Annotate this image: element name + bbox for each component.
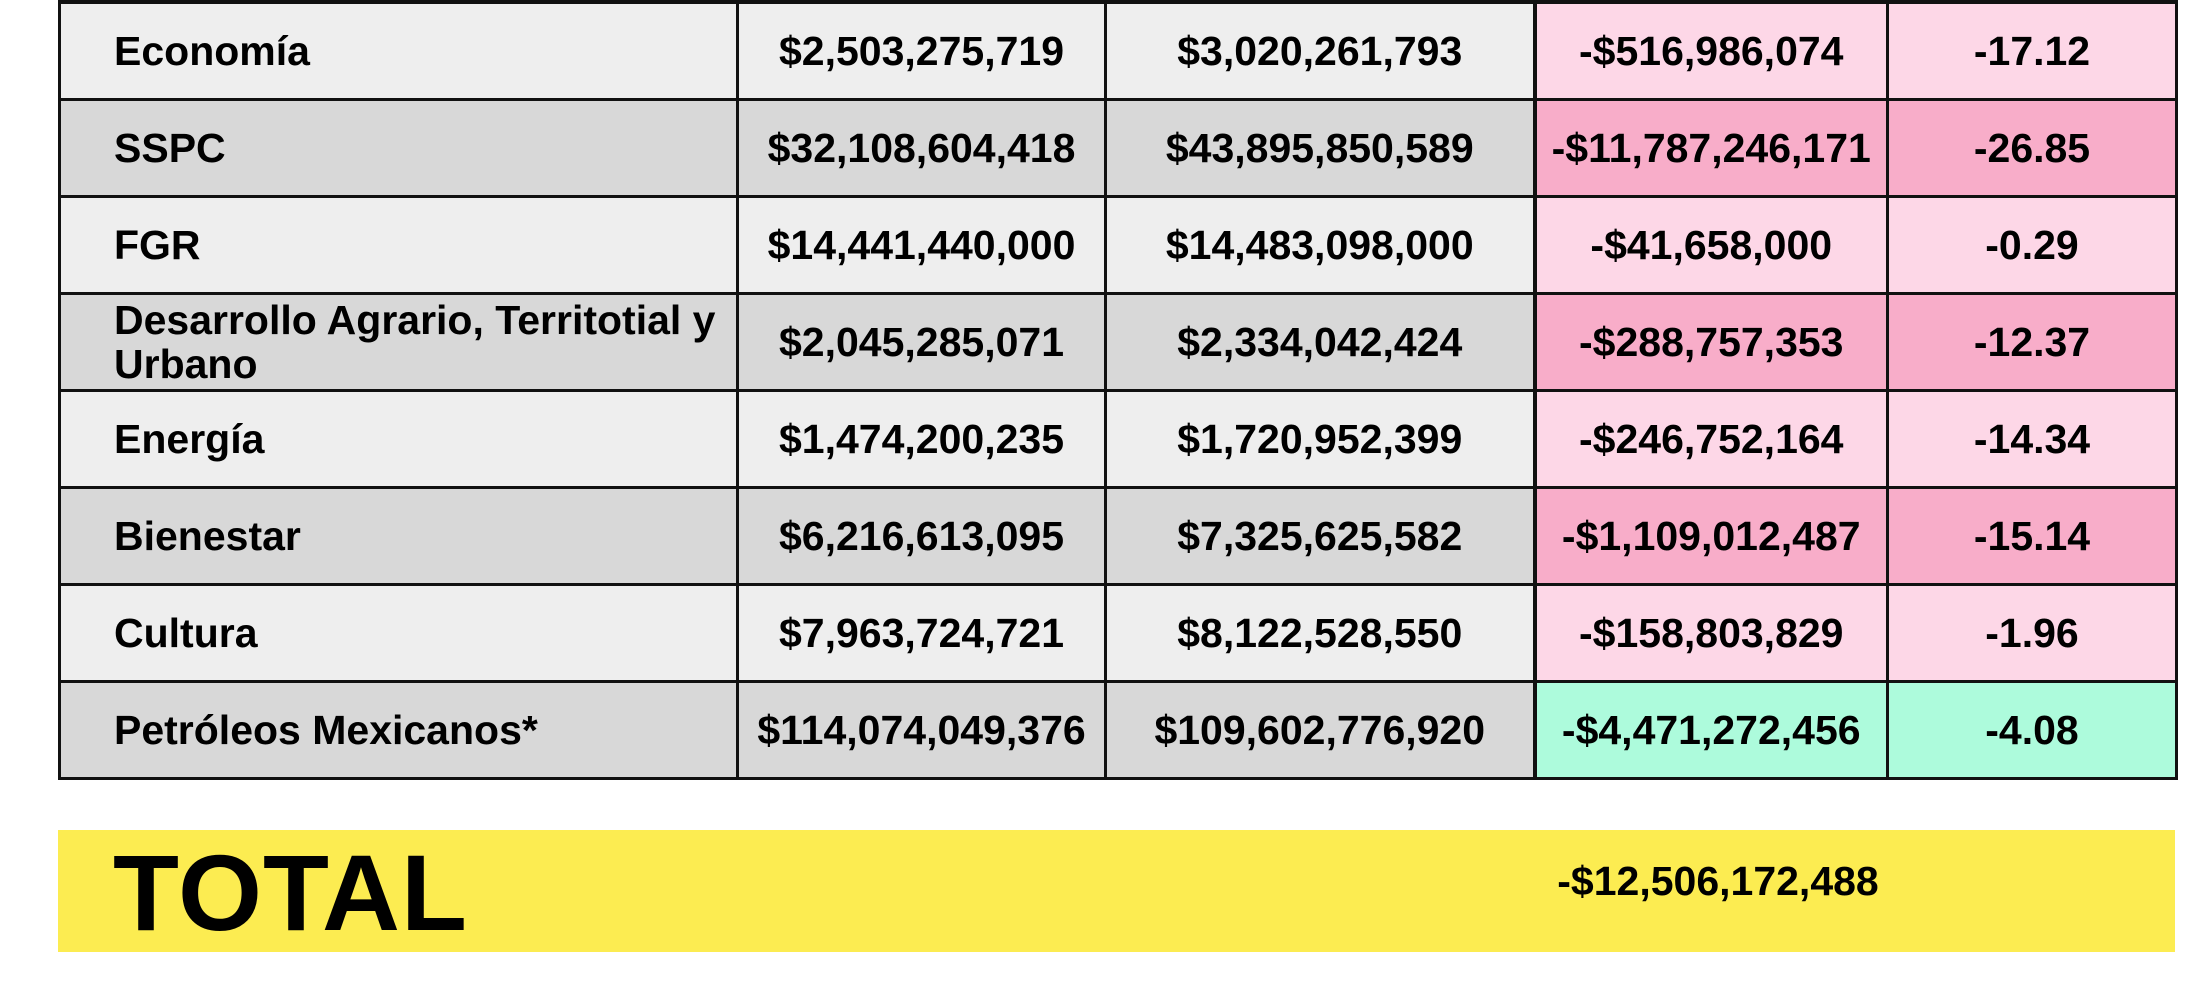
row-name: SSPC — [58, 97, 739, 198]
total-value: -$12,506,172,488 — [1557, 858, 1879, 904]
budget-table: Economía $2,503,275,719 $3,020,261,793 -… — [58, 0, 2178, 780]
row-value-a: $2,045,285,071 — [736, 291, 1107, 392]
row-value-b: $7,325,625,582 — [1104, 485, 1536, 586]
row-percent: -15.14 — [1886, 485, 2178, 586]
row-value-b: $1,720,952,399 — [1104, 388, 1536, 489]
table-row: Energía $1,474,200,235 $1,720,952,399 -$… — [58, 388, 2178, 489]
row-percent: -14.34 — [1886, 388, 2178, 489]
row-difference: -$288,757,353 — [1532, 291, 1889, 392]
table-row: Bienestar $6,216,613,095 $7,325,625,582 … — [58, 485, 2178, 586]
table-row: Desarrollo Agrario, Territotial y Urbano… — [58, 291, 2178, 392]
row-value-b: $43,895,850,589 — [1104, 97, 1536, 198]
row-value-b: $14,483,098,000 — [1104, 194, 1536, 295]
row-value-b: $2,334,042,424 — [1104, 291, 1536, 392]
row-percent: -1.96 — [1886, 582, 2178, 683]
row-name: Cultura — [58, 582, 739, 683]
row-difference: -$158,803,829 — [1532, 582, 1889, 683]
row-percent: -4.08 — [1886, 679, 2178, 780]
row-value-a: $6,216,613,095 — [736, 485, 1107, 586]
row-name: Economía — [58, 0, 739, 101]
row-difference: -$4,471,272,456 — [1532, 679, 1889, 780]
table-row: Cultura $7,963,724,721 $8,122,528,550 -$… — [58, 582, 2178, 683]
row-difference: -$246,752,164 — [1532, 388, 1889, 489]
row-value-b: $109,602,776,920 — [1104, 679, 1536, 780]
row-percent: -12.37 — [1886, 291, 2178, 392]
table-row: Economía $2,503,275,719 $3,020,261,793 -… — [58, 0, 2178, 101]
row-name: Petróleos Mexicanos* — [58, 679, 739, 780]
row-difference: -$11,787,246,171 — [1532, 97, 1889, 198]
row-percent: -26.85 — [1886, 97, 2178, 198]
row-percent: -0.29 — [1886, 194, 2178, 295]
row-percent: -17.12 — [1886, 0, 2178, 101]
total-bar: TOTAL -$12,506,172,488 — [58, 830, 2175, 953]
table-row: Petróleos Mexicanos* $114,074,049,376 $1… — [58, 679, 2178, 780]
total-label: TOTAL — [113, 832, 468, 953]
row-difference: -$41,658,000 — [1532, 194, 1889, 295]
row-name: Bienestar — [58, 485, 739, 586]
row-value-a: $1,474,200,235 — [736, 388, 1107, 489]
row-difference: -$516,986,074 — [1532, 0, 1889, 101]
row-difference: -$1,109,012,487 — [1532, 485, 1889, 586]
row-value-a: $14,441,440,000 — [736, 194, 1107, 295]
row-value-b: $3,020,261,793 — [1104, 0, 1536, 101]
row-name: Desarrollo Agrario, Territotial y Urbano — [58, 291, 739, 392]
row-value-a: $7,963,724,721 — [736, 582, 1107, 683]
row-name: Energía — [58, 388, 739, 489]
row-value-a: $114,074,049,376 — [736, 679, 1107, 780]
row-value-a: $32,108,604,418 — [736, 97, 1107, 198]
row-name: FGR — [58, 194, 739, 295]
row-value-a: $2,503,275,719 — [736, 0, 1107, 101]
table-row: FGR $14,441,440,000 $14,483,098,000 -$41… — [58, 194, 2178, 295]
row-value-b: $8,122,528,550 — [1104, 582, 1536, 683]
table-row: SSPC $32,108,604,418 $43,895,850,589 -$1… — [58, 97, 2178, 198]
